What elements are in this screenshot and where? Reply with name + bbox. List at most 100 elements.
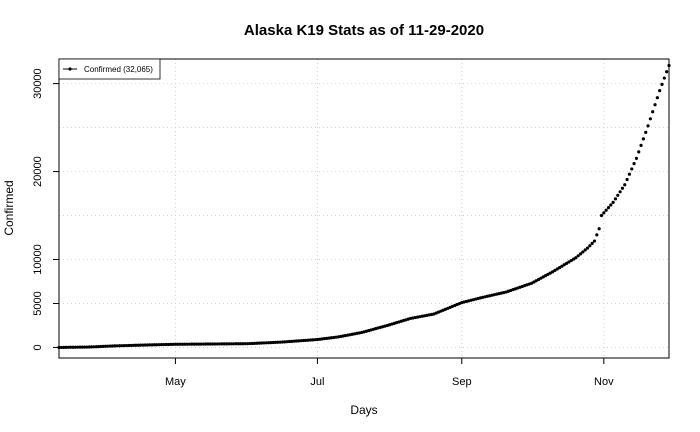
data-point [278, 340, 282, 344]
legend-box [58, 58, 161, 80]
data-point [94, 345, 98, 349]
data-point [169, 342, 173, 346]
data-point [87, 345, 91, 349]
data-point [222, 342, 226, 346]
data-point [243, 342, 247, 346]
data-point [618, 190, 622, 194]
data-point [155, 343, 159, 347]
data-point [280, 340, 285, 344]
data-point [92, 345, 96, 349]
data-point [204, 342, 208, 346]
data-point [194, 342, 198, 346]
data-point [571, 257, 576, 261]
legend: Confirmed (32,065) [58, 58, 161, 80]
data-point [143, 343, 147, 347]
y-axis: 0 5000 10000 20000 30000 [32, 68, 59, 351]
data-point [62, 345, 66, 349]
data-point [578, 252, 583, 256]
data-point [103, 344, 108, 348]
data-point [76, 345, 80, 349]
data-point [183, 342, 187, 346]
data-point [71, 345, 75, 349]
x-tick-label: May [165, 376, 186, 388]
data-point [308, 338, 313, 342]
data-point [106, 344, 110, 348]
data-point [283, 340, 287, 344]
data-point [134, 343, 138, 347]
data-point [232, 342, 236, 346]
data-point [220, 342, 224, 346]
data-point [585, 246, 590, 250]
data-point [269, 340, 273, 345]
data-point [630, 167, 634, 171]
data-point [320, 337, 324, 341]
data-point [190, 342, 194, 346]
data-point [646, 124, 650, 128]
data-point [625, 177, 629, 182]
y-axis-label: Confirmed [2, 180, 16, 235]
x-axis: May Jul Sep Nov [165, 358, 614, 388]
data-point [550, 270, 555, 274]
data-point [574, 256, 578, 260]
data-point [266, 341, 271, 345]
data-point [180, 342, 184, 346]
data-point [241, 342, 245, 346]
y-tick-label: 10000 [32, 244, 44, 275]
data-point [285, 340, 289, 344]
data-point [166, 342, 171, 347]
data-point [218, 342, 222, 346]
data-point [201, 342, 205, 346]
chart-title: Alaska K19 Stats as of 11-29-2020 [244, 22, 484, 39]
data-point [627, 172, 632, 176]
data-point [248, 341, 252, 346]
x-axis-label: Days [350, 403, 377, 417]
data-point [113, 344, 117, 348]
data-point [227, 342, 231, 346]
data-point [623, 183, 627, 187]
data-point [211, 342, 215, 346]
data-point [665, 70, 669, 74]
data-point [129, 343, 133, 348]
data-point [150, 343, 154, 347]
data-point [304, 338, 308, 342]
data-point [583, 248, 587, 252]
data-point [187, 342, 191, 346]
data-point [162, 342, 166, 347]
data-point [236, 342, 240, 346]
data-point [590, 241, 594, 245]
data-point [332, 335, 336, 340]
data-point [564, 261, 569, 265]
data-point [297, 339, 301, 343]
data-point [215, 342, 219, 346]
data-point [110, 344, 115, 348]
data-point [252, 341, 257, 345]
data-point [206, 342, 210, 346]
data-point [257, 341, 261, 345]
data-point [208, 342, 212, 346]
data-point [273, 340, 278, 344]
data-point [234, 342, 238, 346]
data-point [662, 76, 666, 80]
data-point [557, 265, 562, 270]
data-point [639, 143, 643, 147]
data-point [299, 339, 303, 343]
data-point [213, 342, 217, 346]
data-point [73, 345, 77, 349]
plot-frame [58, 58, 670, 359]
data-point [611, 200, 615, 204]
data-point [616, 193, 620, 197]
data-point [85, 345, 89, 349]
data-point [96, 344, 101, 349]
data-point [322, 337, 327, 341]
y-tick-label: 5000 [32, 291, 44, 315]
y-tick-label: 30000 [32, 68, 44, 99]
data-point [306, 338, 310, 342]
data-point [658, 89, 662, 93]
data-point [192, 342, 196, 346]
data-point [171, 342, 175, 346]
x-tick-label: Nov [594, 376, 614, 388]
data-point [80, 345, 84, 349]
data-point [259, 341, 264, 345]
data-point [613, 197, 618, 201]
y-tick-label: 0 [32, 344, 44, 350]
